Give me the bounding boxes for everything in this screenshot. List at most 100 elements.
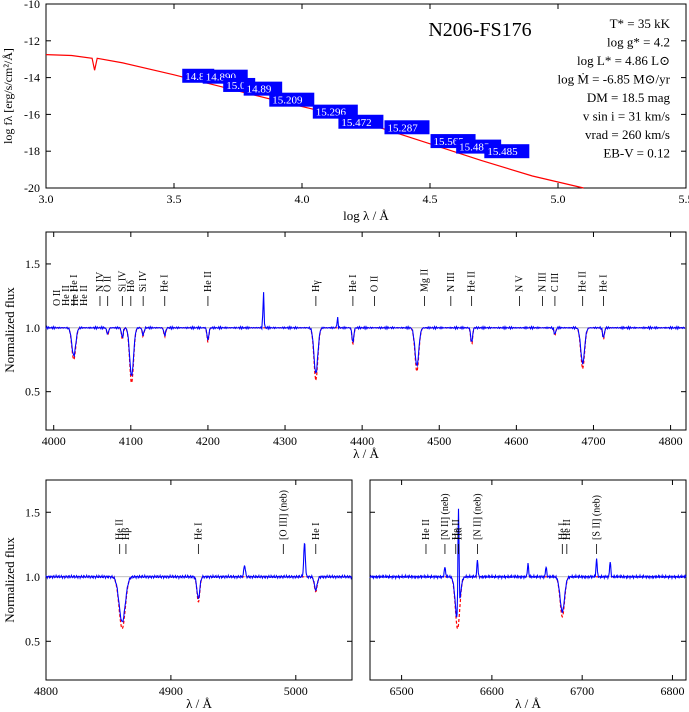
blue-spectrum-x-tick-label: 4100 <box>119 434 143 448</box>
sed-x-tick-label: 4.5 <box>423 192 438 206</box>
blue-spectrum-line-label: Hδ <box>126 280 137 292</box>
blue-spectrum-model-spectrum <box>46 327 686 385</box>
blue-spectrum-x-tick-label: 4300 <box>273 434 297 448</box>
blue-spectrum-line-label: C III <box>550 273 561 292</box>
sed-title: N206-FS176 <box>428 19 531 41</box>
blue-spectrum-line-label: N V <box>514 274 525 292</box>
blue-spectrum-line-label: N III <box>446 272 457 292</box>
sed-x-tick-label: 3.5 <box>167 192 182 206</box>
blue-spectrum-y-tick-label: 0.5 <box>25 385 40 399</box>
blue-spectrum-x-tick-label: 4800 <box>659 434 683 448</box>
halpha-spectrum-line-label: He I <box>557 523 568 541</box>
hbeta-spectrum-y-tick-label: 0.5 <box>25 634 40 648</box>
blue-spectrum-x-tick-label: 4400 <box>350 434 374 448</box>
hbeta-spectrum-line-label: He I <box>311 523 322 541</box>
blue-spectrum-line-label: Si IV <box>138 270 149 292</box>
halpha-spectrum-frame <box>369 479 687 681</box>
blue-spectrum-line-label: N IV <box>95 271 106 292</box>
stellar-parameter-label: vrad = 260 km/s <box>585 127 670 142</box>
blue-spectrum-line-label: He I <box>69 275 80 293</box>
sed-model-line <box>45 54 584 189</box>
halpha-spectrum-line-label: [S II] (neb) <box>592 495 603 540</box>
sed-photometry-box <box>243 81 283 96</box>
sed-panel: 3.0 3.5 4.0 4.5 5.0 5.5 -10 -12 -14 -16 -18 -20 14.… <box>1 0 689 223</box>
stellar-parameter-label: v sin i = 31 km/s <box>583 109 670 124</box>
hbeta-spectrum-line-label: Hβ <box>121 528 132 540</box>
halpha-spectrum-x-tick-label: 6500 <box>390 684 414 698</box>
blue-spectrum-y-tick-label: 1.0 <box>25 321 40 335</box>
hbeta-spectrum-x-tick-label: 4800 <box>34 684 58 698</box>
blue-spectrum-group-label: O II <box>52 290 63 306</box>
sed-photometry-label: 15.0 <box>226 80 246 92</box>
sed-y-tick-label: -10 <box>24 0 40 11</box>
stellar-parameter-label: log Ṁ = -6.85 M⊙/yr <box>558 72 671 87</box>
stellar-parameter-label: T* = 35 kK <box>610 16 671 31</box>
blue-spectrum-y-axis-label: Normalized flux <box>2 287 17 373</box>
blue-spectrum-line-label: Mg II <box>420 269 431 292</box>
hbeta-spectrum-x-tick-label: 5000 <box>284 684 308 698</box>
sed-x-axis-label: log λ / Å <box>343 208 389 223</box>
halpha-spectrum-line-label: He II <box>451 519 462 540</box>
sed-y-tick-label: -12 <box>24 34 40 48</box>
sed-y-axis-label: log fλ [erg/s/cm²/Å] <box>1 48 15 144</box>
hbeta-spectrum-frame <box>45 479 353 681</box>
sed-x-tick-label: 5.0 <box>551 192 566 206</box>
blue-spectrum-line-label: He II <box>203 271 214 292</box>
blue-spectrum-group-label: He II <box>61 285 72 306</box>
stellar-parameter-label: DM = 18.5 mag <box>587 90 671 105</box>
stellar-parameter-label: log g* = 4.2 <box>607 35 670 50</box>
blue-spectrum-line-label: O II <box>103 276 114 292</box>
blue-spectrum-group-label: He I <box>70 289 81 307</box>
blue-spectrum-line-label: N III <box>538 272 549 292</box>
sed-photometry-box <box>269 92 315 107</box>
halpha-spectrum-observed-spectrum <box>369 508 687 618</box>
halpha-spectrum-line-label: Hα <box>453 527 464 540</box>
sed-y-tick-label: -18 <box>24 144 40 158</box>
blue-spectrum-panel: 4000 4100 4200 4300 4400 4500 4600 4700 4800 0.5 1… <box>2 231 687 461</box>
blue-spectrum-observed-spectrum <box>45 292 686 377</box>
sed-photometry-label: 14.89 <box>247 84 272 96</box>
blue-spectrum-line-label: O II <box>369 276 380 292</box>
sed-x-tick-label: 3.0 <box>39 192 54 206</box>
blue-spectrum-x-tick-label: 4500 <box>427 434 451 448</box>
halpha-spectrum-line-label: [N II] (neb) <box>472 493 483 540</box>
halpha-spectrum-line-label: He II <box>562 519 573 540</box>
stellar-parameter-label: log L* = 4.86 L⊙ <box>577 53 670 68</box>
blue-spectrum-y-tick-label: 1.5 <box>25 257 40 271</box>
sed-photometry-box <box>384 120 430 135</box>
hbeta-spectrum-y-tick-label: 1.5 <box>25 505 40 519</box>
halpha-spectrum-x-tick-label: 6800 <box>660 684 684 698</box>
blue-spectrum-line-label: He II <box>578 271 589 292</box>
sed-x-tick-label: 5.5 <box>679 192 689 206</box>
hbeta-spectrum-y-axis-label: Normalized flux <box>2 537 17 623</box>
halpha-spectrum-x-tick-label: 6600 <box>480 684 504 698</box>
halpha-spectrum-x-tick-label: 6700 <box>570 684 594 698</box>
blue-spectrum-frame <box>45 231 687 431</box>
hbeta-spectrum-observed-spectrum <box>45 542 353 623</box>
sed-photometry-label: 15.472 <box>341 117 371 129</box>
halpha-spectrum-x-axis-label: λ / Å <box>515 696 541 711</box>
sed-photometry-label: 15.485 <box>487 146 518 158</box>
halpha-spectrum-model-spectrum <box>370 576 686 631</box>
blue-spectrum-x-tick-label: 4200 <box>196 434 220 448</box>
blue-spectrum-group-label: He II <box>79 285 90 306</box>
sed-photometry-label: 15.209 <box>272 95 303 107</box>
halpha-spectrum-panel: 6500 6600 6700 6800 He II [N II] (neb) He IIH… <box>369 479 687 711</box>
halpha-spectrum-line-label: He II <box>421 519 432 540</box>
blue-spectrum-line-label: He II <box>467 271 478 292</box>
blue-spectrum-line-label: He I <box>160 275 171 293</box>
sed-photometry-label: 15.485 <box>459 142 490 154</box>
blue-spectrum-line-label: Si IV <box>117 270 128 292</box>
hbeta-spectrum-line-label: He I <box>193 523 204 541</box>
blue-spectrum-x-axis-label: λ / Å <box>353 446 379 461</box>
blue-spectrum-x-tick-label: 4000 <box>42 434 66 448</box>
stellar-parameter-label: EB-V = 0.12 <box>603 146 670 161</box>
sed-y-tick-label: -16 <box>24 107 40 121</box>
sed-photometry-label: 14.8 <box>185 71 205 83</box>
hbeta-spectrum-y-tick-label: 1.0 <box>25 570 40 584</box>
hbeta-spectrum-x-tick-label: 4900 <box>159 684 183 698</box>
blue-spectrum-x-tick-label: 4700 <box>581 434 605 448</box>
sed-photometry-box <box>338 114 384 129</box>
